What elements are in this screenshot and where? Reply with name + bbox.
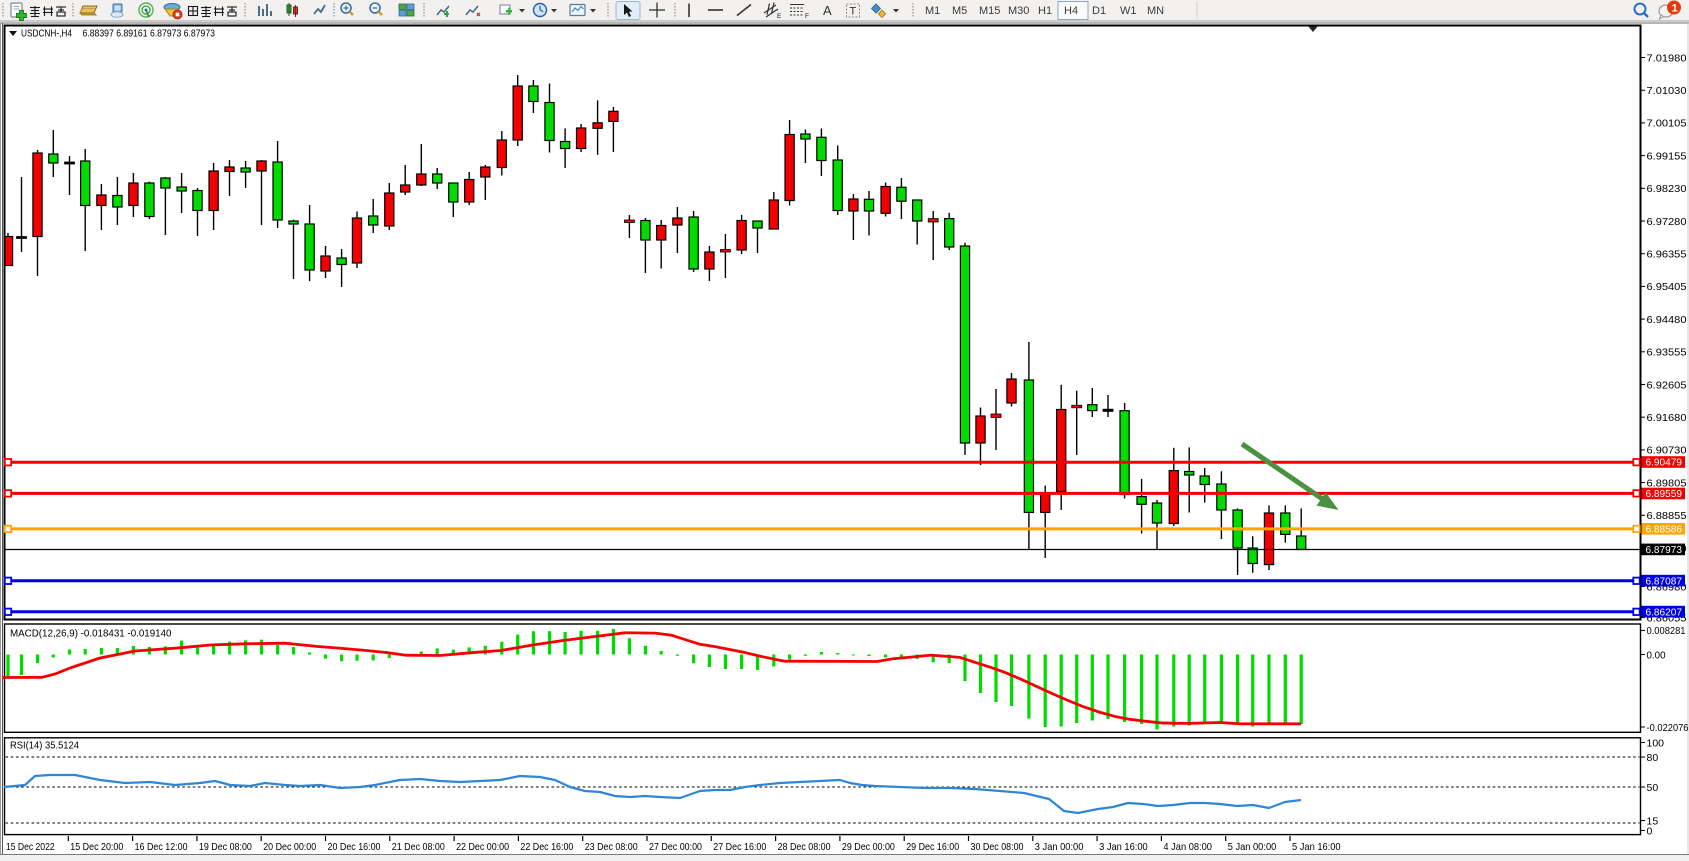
svg-text:15 Dec 20:00: 15 Dec 20:00	[70, 841, 123, 853]
svg-text:21 Dec 08:00: 21 Dec 08:00	[392, 841, 445, 853]
svg-text:29 Dec 00:00: 29 Dec 00:00	[842, 841, 895, 853]
svg-text:0: 0	[1647, 825, 1653, 837]
svg-text:D1: D1	[1092, 5, 1106, 17]
svg-text:7.01980: 7.01980	[1647, 52, 1687, 64]
svg-text:29 Dec 16:00: 29 Dec 16:00	[906, 841, 959, 853]
svg-text:H4: H4	[1064, 5, 1078, 17]
svg-text:H1: H1	[1038, 5, 1052, 17]
svg-text:16 Dec 12:00: 16 Dec 12:00	[135, 841, 188, 853]
svg-text:100: 100	[1647, 737, 1665, 749]
svg-text:6.90479: 6.90479	[1646, 457, 1683, 469]
svg-text:6.90730: 6.90730	[1647, 445, 1687, 457]
svg-text:6.92605: 6.92605	[1647, 379, 1687, 391]
svg-text:15 Dec 2022: 15 Dec 2022	[6, 841, 55, 853]
svg-text:M15: M15	[979, 5, 1000, 17]
svg-text:0.00: 0.00	[1647, 649, 1666, 661]
svg-text:MACD(12,26,9) -0.018431 -0.019: MACD(12,26,9) -0.018431 -0.019140	[10, 628, 172, 640]
svg-text:6.87973: 6.87973	[1646, 544, 1683, 556]
svg-text:7.01030: 7.01030	[1647, 85, 1687, 97]
svg-text:6.94480: 6.94480	[1647, 314, 1687, 326]
svg-text:19 Dec 08:00: 19 Dec 08:00	[199, 841, 252, 853]
svg-text:F: F	[805, 13, 809, 20]
svg-text:6.96355: 6.96355	[1647, 249, 1687, 261]
svg-text:6.88397 6.89161 6.87973 6.8797: 6.88397 6.89161 6.87973 6.87973	[83, 28, 216, 40]
svg-text:27 Dec 00:00: 27 Dec 00:00	[649, 841, 702, 853]
svg-text:22 Dec 00:00: 22 Dec 00:00	[456, 841, 509, 853]
svg-text:M5: M5	[952, 5, 967, 17]
svg-text:15: 15	[1647, 815, 1659, 827]
svg-text:6.88855: 6.88855	[1647, 510, 1687, 522]
svg-text:6.86207: 6.86207	[1646, 606, 1683, 618]
svg-text:6.98230: 6.98230	[1647, 183, 1687, 195]
svg-text:MN: MN	[1147, 5, 1164, 17]
svg-text:6.89559: 6.89559	[1646, 488, 1683, 500]
svg-text:6.88586: 6.88586	[1646, 524, 1683, 536]
svg-text:80: 80	[1647, 752, 1659, 764]
svg-text:M30: M30	[1008, 5, 1029, 17]
svg-text:3 Jan 00:00: 3 Jan 00:00	[1035, 841, 1084, 853]
svg-text:4 Jan 08:00: 4 Jan 08:00	[1163, 841, 1212, 853]
svg-text:A: A	[823, 3, 832, 18]
svg-text:28 Dec 08:00: 28 Dec 08:00	[778, 841, 831, 853]
svg-text:6.89805: 6.89805	[1647, 477, 1687, 489]
svg-text:23 Dec 08:00: 23 Dec 08:00	[585, 841, 638, 853]
svg-text:T: T	[850, 6, 857, 18]
svg-text:6.97280: 6.97280	[1647, 216, 1687, 228]
svg-text:5 Jan 16:00: 5 Jan 16:00	[1292, 841, 1341, 853]
svg-text:20 Dec 16:00: 20 Dec 16:00	[328, 841, 381, 853]
svg-text:6.93555: 6.93555	[1647, 347, 1687, 359]
svg-text:5 Jan 00:00: 5 Jan 00:00	[1228, 841, 1277, 853]
svg-text:6.91680: 6.91680	[1647, 412, 1687, 424]
svg-text:USDCNH-,H4: USDCNH-,H4	[21, 28, 72, 40]
svg-text:1: 1	[1672, 3, 1678, 15]
svg-text:RSI(14) 35.5124: RSI(14) 35.5124	[10, 740, 79, 752]
svg-text:20 Dec 00:00: 20 Dec 00:00	[263, 841, 316, 853]
svg-text:30 Dec 08:00: 30 Dec 08:00	[971, 841, 1024, 853]
svg-text:22 Dec 16:00: 22 Dec 16:00	[520, 841, 573, 853]
svg-text:27 Dec 16:00: 27 Dec 16:00	[713, 841, 766, 853]
svg-text:6.87087: 6.87087	[1646, 575, 1683, 587]
svg-text:6.95405: 6.95405	[1647, 281, 1687, 293]
svg-text:0.008281: 0.008281	[1647, 625, 1686, 637]
svg-text:7.00105: 7.00105	[1647, 118, 1687, 130]
svg-text:50: 50	[1647, 782, 1659, 794]
svg-text:3 Jan 16:00: 3 Jan 16:00	[1099, 841, 1148, 853]
svg-text:6.99155: 6.99155	[1647, 150, 1687, 162]
svg-text:-0.022076: -0.022076	[1647, 722, 1689, 734]
svg-text:E: E	[777, 13, 782, 20]
svg-text:M1: M1	[925, 5, 940, 17]
svg-text:W1: W1	[1120, 5, 1137, 17]
